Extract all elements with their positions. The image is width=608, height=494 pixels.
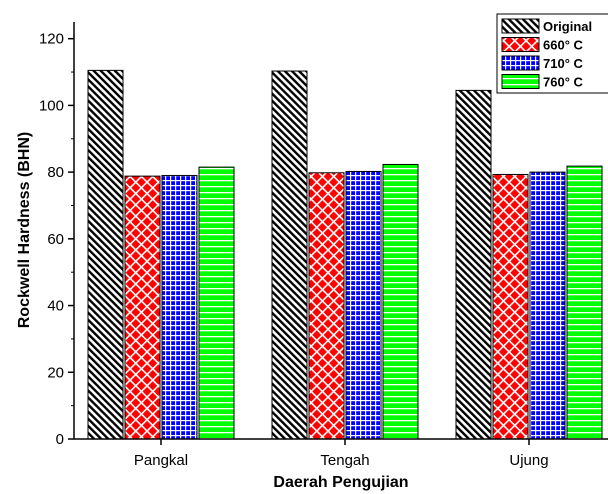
y-tick-label: 60 <box>47 231 64 248</box>
legend-label-710-c: 710° C <box>543 56 584 71</box>
legend-label-760-c: 760° C <box>543 75 584 90</box>
bar-pangkal-660-c <box>124 175 161 440</box>
x-axis-title: Daerah Pengujian <box>273 474 408 491</box>
y-ticks-group: 0 20 40 60 80 100 120 <box>39 31 74 448</box>
legend-swatch-710-c <box>501 55 540 71</box>
legend-label-original: Original <box>543 19 592 34</box>
legend-label-660-c: 660° C <box>543 38 584 53</box>
bar-tengah-760-c <box>382 163 419 440</box>
bar-pangkal-710-c <box>161 174 198 440</box>
bar-pangkal-760-c <box>198 166 235 440</box>
y-tick-label: 80 <box>47 164 64 181</box>
legend-swatch-original <box>501 18 540 34</box>
y-tick-label: 40 <box>47 298 64 315</box>
x-tick-label-pangkal: Pangkal <box>134 452 188 469</box>
legend-swatch-660-c <box>501 37 540 52</box>
y-tick-label: 120 <box>39 31 64 48</box>
bar-ujung-760-c <box>566 165 603 440</box>
legend-swatch-760-c <box>501 74 540 89</box>
x-tick-label-ujung: Ujung <box>509 452 548 469</box>
y-tick-label: 100 <box>39 97 64 114</box>
bar-pangkal-original <box>87 69 124 440</box>
y-tick-label: 0 <box>56 431 64 448</box>
bars-group <box>87 69 603 440</box>
y-axis-title: Rockwell Hardness (BHN) <box>16 132 33 329</box>
bar-ujung-710-c <box>529 171 566 440</box>
x-ticks-group: Pangkal Tengah Ujung <box>134 439 549 469</box>
y-tick-label: 20 <box>47 364 64 381</box>
bar-tengah-710-c <box>345 170 382 440</box>
bar-ujung-660-c <box>492 173 529 440</box>
x-tick-label-tengah: Tengah <box>320 452 369 469</box>
bar-tengah-original <box>271 70 308 440</box>
bar-ujung-original <box>455 89 492 440</box>
legend: Original 660° C 710° C 760° C <box>496 13 608 94</box>
bar-tengah-660-c <box>308 172 345 440</box>
